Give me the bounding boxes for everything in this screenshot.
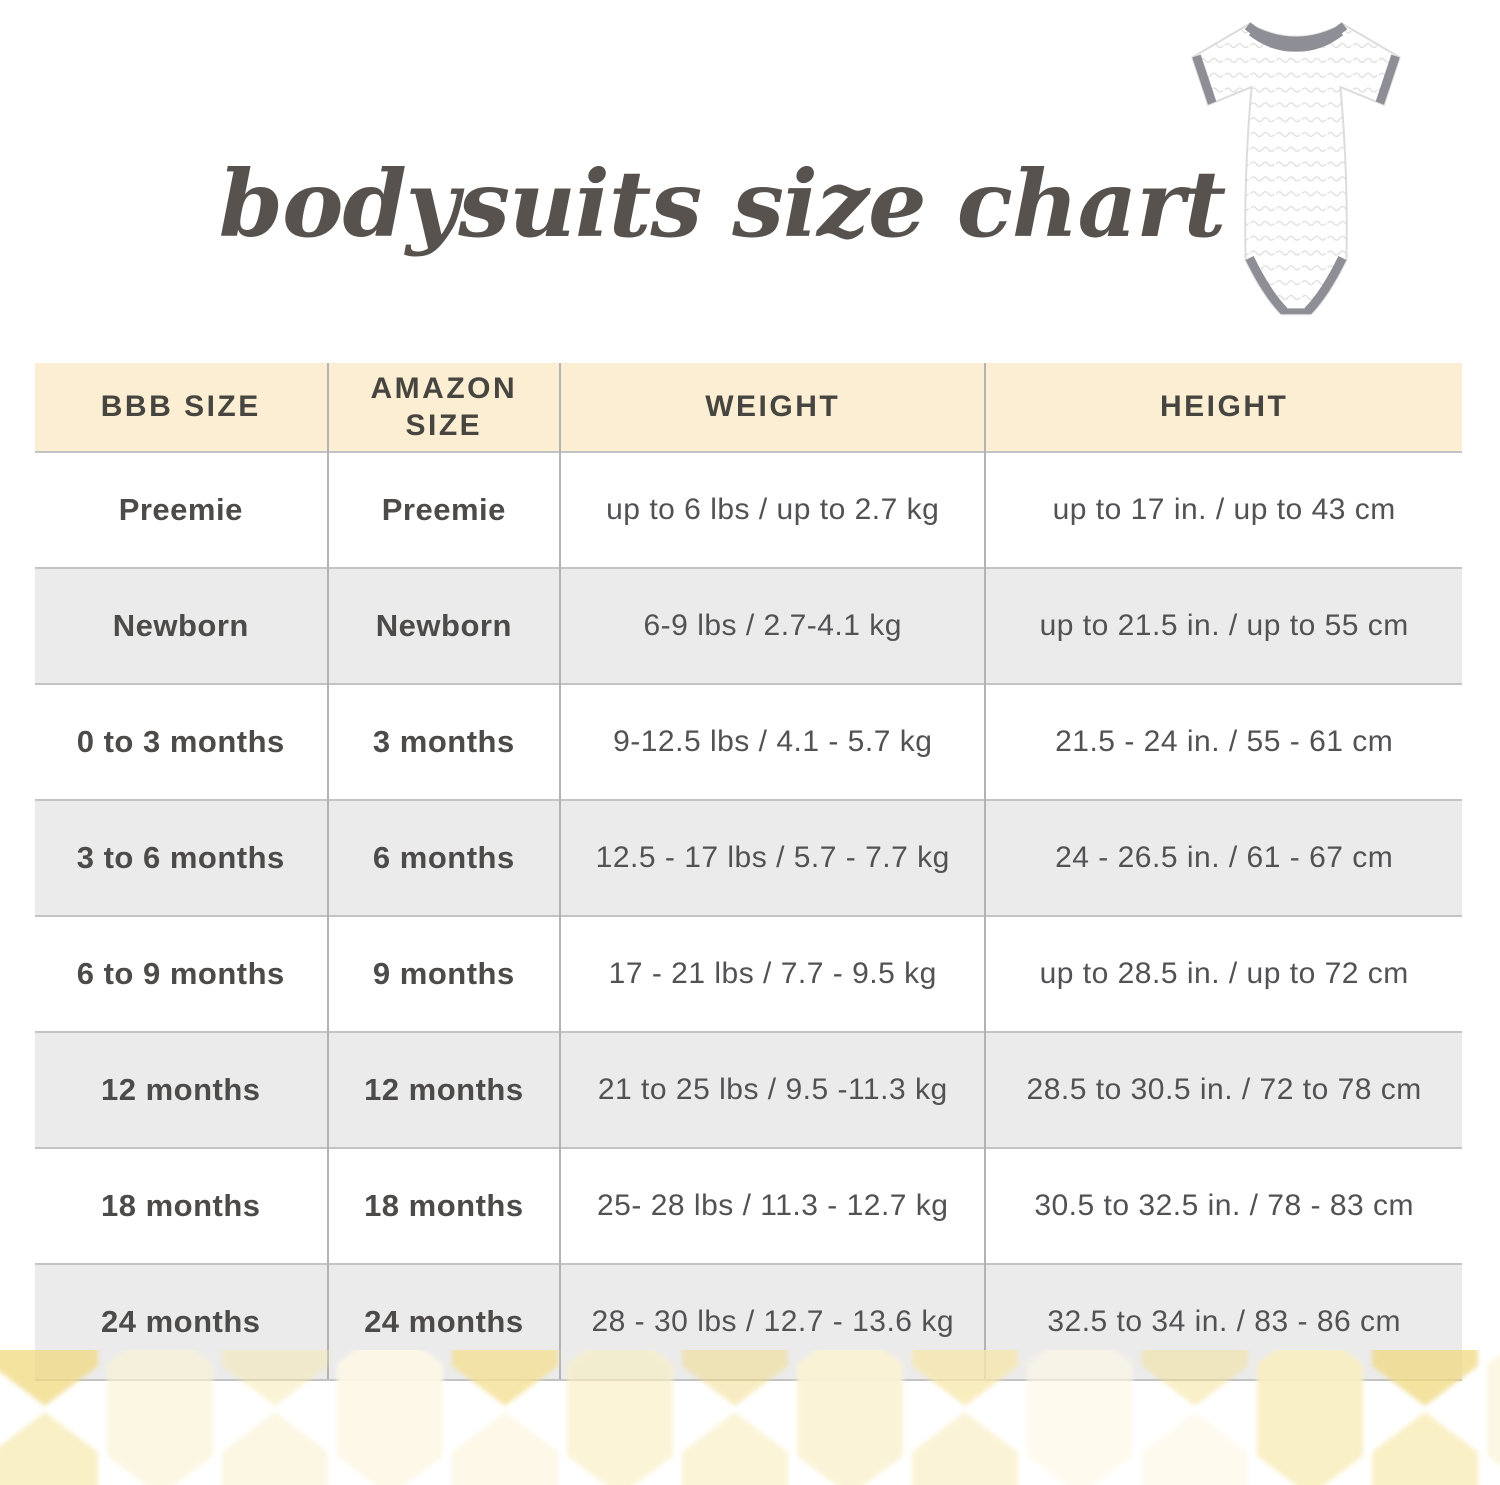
honeycomb-pattern bbox=[0, 1350, 1500, 1485]
cell-amazon-size: 12 months bbox=[326, 1031, 561, 1148]
cell-amazon-size: 6 months bbox=[326, 799, 561, 916]
cell-bbb-size: Newborn bbox=[35, 567, 328, 684]
size-chart-table: BBB SIZE AMAZON SIZE WEIGHT HEIGHT Preem… bbox=[35, 363, 1462, 1381]
column-header-amazon-size: AMAZON SIZE bbox=[326, 363, 561, 452]
cell-amazon-size: 18 months bbox=[326, 1147, 561, 1264]
cell-bbb-size: 18 months bbox=[35, 1147, 328, 1264]
cell-weight: up to 6 lbs / up to 2.7 kg bbox=[559, 451, 986, 568]
cell-weight: 9-12.5 lbs / 4.1 - 5.7 kg bbox=[559, 683, 986, 800]
table-row: 3 to 6 months 6 months 12.5 - 17 lbs / 5.7… bbox=[35, 799, 1462, 916]
honeycomb-cell bbox=[912, 1350, 1018, 1406]
cell-bbb-size: Preemie bbox=[35, 451, 328, 568]
cell-amazon-size: 3 months bbox=[326, 683, 561, 800]
cell-height: up to 17 in. / up to 43 cm bbox=[984, 451, 1462, 568]
honeycomb-cell bbox=[222, 1412, 328, 1485]
column-header-bbb-size: BBB SIZE bbox=[35, 363, 328, 452]
cell-height: 24 - 26.5 in. / 61 - 67 cm bbox=[984, 799, 1462, 916]
cell-bbb-size: 0 to 3 months bbox=[35, 683, 328, 800]
honeycomb-cell bbox=[0, 1350, 98, 1406]
size-chart-tbody: Preemie Preemie up to 6 lbs / up to 2.7 kg… bbox=[35, 451, 1462, 1381]
table-row: Preemie Preemie up to 6 lbs / up to 2.7 kg… bbox=[35, 451, 1462, 568]
honeycomb-cell bbox=[452, 1350, 558, 1406]
cell-weight: 21 to 25 lbs / 9.5 -11.3 kg bbox=[559, 1031, 986, 1148]
honeycomb-cell bbox=[452, 1412, 558, 1485]
honeycomb-cell bbox=[912, 1412, 1018, 1485]
table-row: 6 to 9 months 9 months 17 - 21 lbs / 7.7 -… bbox=[35, 915, 1462, 1032]
table-row: Newborn Newborn 6-9 lbs / 2.7-4.1 kg up to … bbox=[35, 567, 1462, 684]
cell-weight: 6-9 lbs / 2.7-4.1 kg bbox=[559, 567, 986, 684]
column-header-weight: WEIGHT bbox=[559, 363, 986, 452]
honeycomb-cell bbox=[1257, 1350, 1363, 1485]
cell-height: 28.5 to 30.5 in. / 72 to 78 cm bbox=[984, 1031, 1462, 1148]
honeycomb-cell bbox=[222, 1350, 328, 1406]
honeycomb-cell bbox=[1372, 1412, 1478, 1485]
honeycomb-cell bbox=[682, 1350, 788, 1406]
cell-bbb-size: 6 to 9 months bbox=[35, 915, 328, 1032]
honeycomb-cell bbox=[1487, 1354, 1500, 1466]
cell-bbb-size: 3 to 6 months bbox=[35, 799, 328, 916]
cell-weight: 17 - 21 lbs / 7.7 - 9.5 kg bbox=[559, 915, 986, 1032]
table-row: 18 months 18 months 25- 28 lbs / 11.3 - 12… bbox=[35, 1147, 1462, 1264]
cell-height: up to 21.5 in. / up to 55 cm bbox=[984, 567, 1462, 684]
cell-amazon-size: 9 months bbox=[326, 915, 561, 1032]
honeycomb-cell bbox=[1142, 1350, 1248, 1406]
honeycomb-cell bbox=[1027, 1350, 1133, 1485]
honeycomb-cell bbox=[0, 1412, 98, 1485]
table-row: 12 months 12 months 21 to 25 lbs / 9.5 -11… bbox=[35, 1031, 1462, 1148]
honeycomb-cell bbox=[567, 1350, 673, 1485]
honeycomb-cell bbox=[337, 1350, 443, 1485]
honeycomb-cell bbox=[107, 1350, 213, 1485]
table-row: 0 to 3 months 3 months 9-12.5 lbs / 4.1 - … bbox=[35, 683, 1462, 800]
baby-bodysuit-image bbox=[1191, 22, 1401, 316]
cell-weight: 25- 28 lbs / 11.3 - 12.7 kg bbox=[559, 1147, 986, 1264]
cell-weight: 12.5 - 17 lbs / 5.7 - 7.7 kg bbox=[559, 799, 986, 916]
page-title: bodysuits size chart bbox=[218, 149, 1226, 258]
column-header-height: HEIGHT bbox=[984, 363, 1462, 452]
cell-bbb-size: 12 months bbox=[35, 1031, 328, 1148]
cell-amazon-size: Newborn bbox=[326, 567, 561, 684]
cell-height: 21.5 - 24 in. / 55 - 61 cm bbox=[984, 683, 1462, 800]
cell-height: up to 28.5 in. / up to 72 cm bbox=[984, 915, 1462, 1032]
cell-height: 30.5 to 32.5 in. / 78 - 83 cm bbox=[984, 1147, 1462, 1264]
honeycomb-cell bbox=[797, 1350, 903, 1485]
honeycomb-cell bbox=[1142, 1412, 1248, 1485]
cell-amazon-size: Preemie bbox=[326, 451, 561, 568]
size-chart-header: BBB SIZE AMAZON SIZE WEIGHT HEIGHT bbox=[35, 363, 1462, 452]
honeycomb-cell bbox=[682, 1412, 788, 1485]
bodysuit-envelope-neckline bbox=[1244, 22, 1348, 52]
honeycomb-cell bbox=[1372, 1350, 1478, 1406]
bodysuit-script-print bbox=[1192, 23, 1400, 315]
